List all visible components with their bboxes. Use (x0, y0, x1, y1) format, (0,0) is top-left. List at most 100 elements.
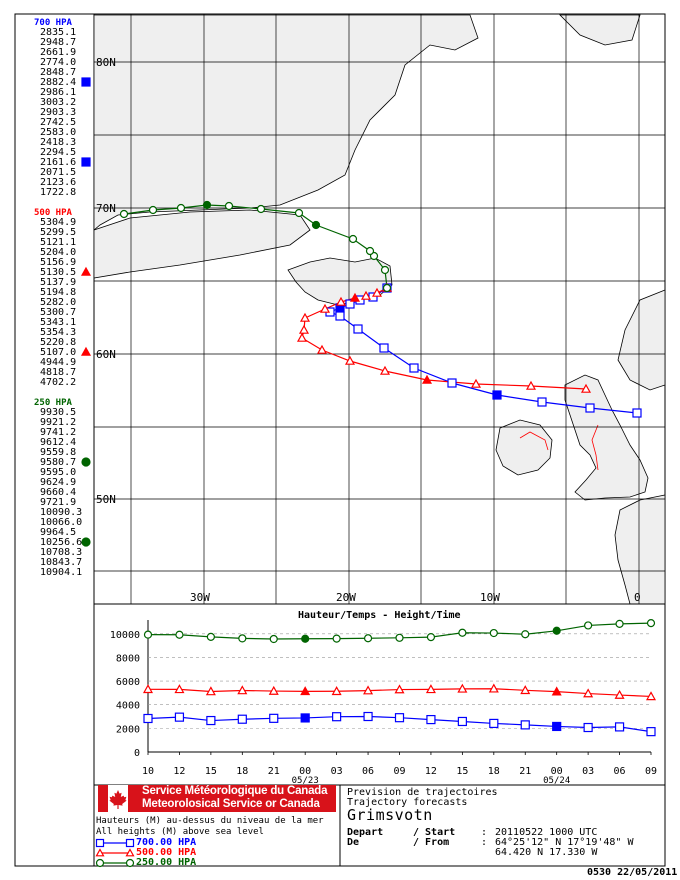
x-tick-8: 09 (393, 766, 405, 777)
level-0-value-10: 2583.0 (40, 127, 76, 138)
ireland-border (519, 431, 549, 451)
canada-flag-icon (98, 785, 138, 812)
legend-700-label: 700.00 HPA (136, 837, 197, 848)
x-tick-12: 21 (519, 766, 531, 777)
x-tick-7: 06 (362, 766, 374, 777)
level-2-value-16: 10904.1 (40, 567, 82, 578)
level-0-value-11: 2418.3 (40, 137, 76, 148)
trajectory-700-point-11 (492, 390, 502, 400)
level-0-marker-13 (81, 157, 91, 167)
level-2-value-14: 10708.3 (40, 547, 82, 558)
series-2-point-6 (332, 634, 341, 643)
level-2-value-7: 9624.9 (40, 477, 76, 488)
trajectory-500-point-7 (298, 324, 310, 334)
series-1-point-11 (488, 683, 499, 693)
level-2-value-4: 9559.8 (40, 447, 76, 458)
footnote-fr: Hauteurs (M) au-dessus du niveau de la m… (96, 816, 324, 826)
level-0-value-14: 2071.5 (40, 167, 76, 178)
trajectory-500-point-13 (470, 378, 482, 388)
lon-label-0: 30W (190, 591, 210, 604)
date-label-1: 05/24 (543, 776, 570, 786)
lat-label-80N: 80N (96, 56, 116, 69)
x-tick-16: 09 (645, 766, 657, 777)
height-chart-title: Hauteur/Temps - Height/Time (298, 609, 461, 621)
x-tick-6: 03 (331, 766, 343, 777)
series-0-point-3 (237, 714, 247, 724)
legend-marker-right-0 (125, 838, 135, 848)
x-tick-0: 10 (142, 766, 154, 777)
series-0-point-2 (206, 715, 216, 726)
location-name: Grimsvotn (347, 806, 433, 824)
level-2-value-10: 10090.3 (40, 507, 82, 518)
level-1-value-13: 5107.0 (40, 347, 76, 358)
series-2-point-15 (615, 619, 624, 628)
level-0-value-0: 2835.1 (40, 27, 76, 38)
series-0-point-14 (583, 722, 593, 733)
trajectory-700-point-6 (335, 311, 345, 321)
lat-label-70N: 70N (96, 202, 116, 215)
series-0-point-10 (457, 716, 467, 727)
trajectory-500-point-9 (316, 344, 328, 354)
level-1-value-15: 4818.7 (40, 367, 76, 378)
legend-250-label: 250.00 HPA (136, 857, 197, 868)
level-2-value-8: 9660.4 (40, 487, 76, 498)
from-value-dms: 64°25'12" N 17°19'48" W (495, 837, 634, 848)
series-2-point-14 (584, 621, 593, 630)
trajectory-700-point-10 (447, 378, 457, 388)
trajectory-500-point-1 (371, 287, 383, 297)
level-2-value-5: 9580.7 (40, 457, 76, 468)
level-1-value-1: 5299.5 (40, 227, 76, 238)
level-0-value-16: 1722.8 (40, 187, 76, 198)
level-2-value-12: 9964.5 (40, 527, 76, 538)
level-0-value-6: 2986.1 (40, 87, 76, 98)
trajectory-700-point-12 (537, 397, 547, 407)
lon-label-1: 20W (336, 591, 356, 604)
series-0-point-5 (300, 713, 310, 723)
series-1-point-2 (205, 686, 216, 696)
series-1-point-4 (268, 685, 279, 695)
trajectory-500-point-14 (525, 380, 537, 390)
series-1-point-8 (394, 684, 405, 694)
level-2-value-15: 10843.7 (40, 557, 82, 568)
series-2-point-7 (363, 634, 373, 643)
greenland-land (93, 14, 479, 231)
y-tick-2000: 2000 (116, 724, 140, 735)
series-1-point-7 (363, 685, 374, 695)
trajectory-250-point-6 (294, 208, 304, 218)
level-0-value-3: 2774.0 (40, 57, 76, 68)
series-2-point-3 (238, 634, 247, 643)
y-tick-10000: 10000 (110, 630, 140, 641)
level-1-value-5: 5130.5 (40, 267, 76, 278)
y-tick-0: 0 (134, 748, 140, 759)
series-1-point-12 (520, 685, 531, 695)
lon-label-2: 10W (480, 591, 500, 604)
series-2-point-12 (521, 630, 530, 639)
level-2-value-2: 9741.2 (40, 427, 76, 438)
trajectory-500-point-3 (349, 292, 361, 302)
forecast-title-fr: Prevision de trajectoires (347, 787, 498, 798)
level-1-value-3: 5204.0 (40, 247, 76, 258)
level-1-marker-5 (80, 266, 92, 276)
series-1-point-15 (614, 689, 625, 699)
level-1-value-6: 5137.9 (40, 277, 76, 288)
from-label: / From (413, 837, 450, 848)
legend-marker-right-2 (125, 858, 135, 868)
start-colon: : (481, 827, 488, 838)
greenland-east-land (93, 209, 311, 279)
series-1-point-10 (457, 683, 468, 693)
trajectory-500-point-5 (319, 303, 331, 313)
issue-stamp: 0530 22/05/2011 (587, 867, 678, 878)
trajectory-250-point-10 (176, 203, 186, 213)
level-header-0: 700 HPA (34, 18, 73, 28)
legend-marker-left-2 (95, 858, 105, 868)
x-tick-4: 21 (268, 766, 280, 777)
series-0-point-12 (520, 720, 530, 730)
level-2-value-6: 9595.0 (40, 467, 76, 478)
trajectory-700-point-8 (379, 343, 389, 353)
x-tick-13: 00 (551, 766, 563, 777)
level-0-value-13: 2161.6 (40, 157, 76, 168)
x-tick-11: 18 (488, 766, 500, 777)
series-0-point-4 (269, 713, 279, 723)
x-tick-2: 15 (205, 766, 217, 777)
